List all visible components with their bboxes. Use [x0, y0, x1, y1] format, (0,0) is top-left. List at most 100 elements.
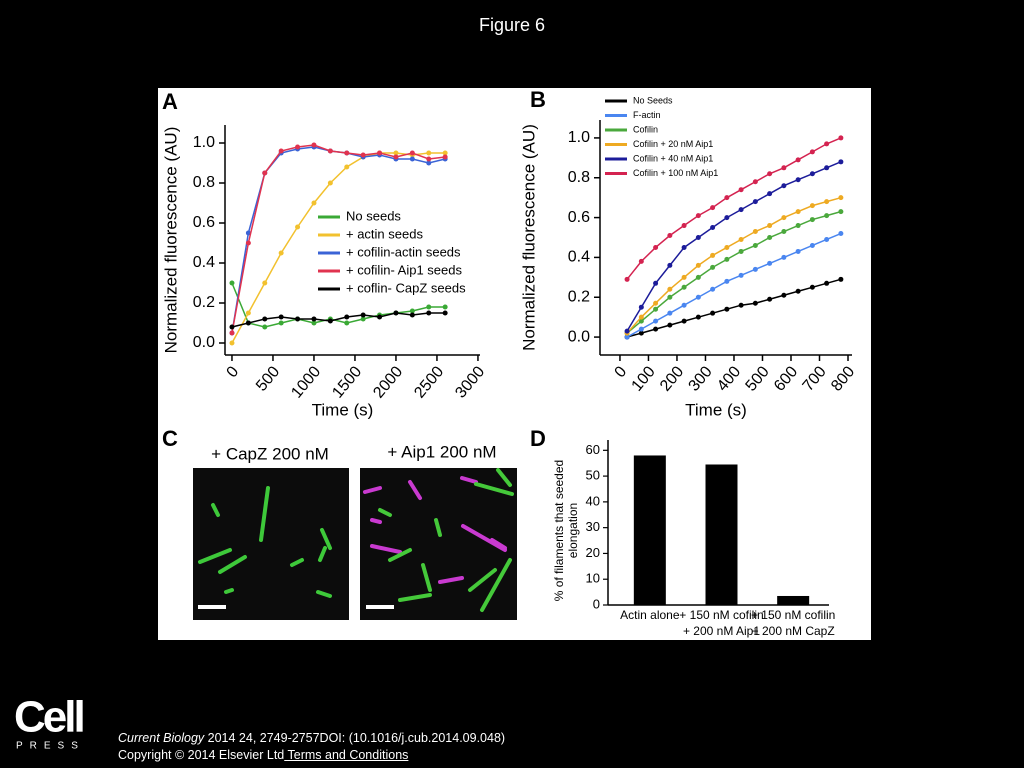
data-point: [710, 310, 716, 316]
x-tick-label: + 150 nM cofilin: [679, 608, 763, 622]
y-tick-label: 0.2: [193, 294, 215, 311]
series-line: [626, 161, 842, 332]
micrograph: [360, 468, 517, 620]
data-point: [653, 280, 659, 286]
journal: Current Biology: [118, 731, 205, 745]
data-point: [667, 322, 673, 328]
data-point: [426, 156, 432, 162]
x-axis-label: Time (s): [685, 400, 747, 419]
data-point: [377, 314, 383, 320]
data-point: [409, 308, 415, 314]
data-point: [767, 260, 773, 266]
data-point: [278, 314, 284, 320]
data-point: [681, 244, 687, 250]
data-point: [738, 248, 744, 254]
y-tick-label: 60: [586, 442, 600, 457]
data-point: [377, 150, 383, 156]
data-point: [695, 213, 701, 219]
legend-label: No seeds: [346, 208, 401, 223]
data-point: [245, 240, 251, 246]
data-point: [667, 294, 673, 300]
data-point: [409, 156, 415, 162]
data-point: [795, 288, 801, 294]
data-point: [838, 159, 844, 165]
y-tick-label: 0.6: [568, 209, 590, 226]
data-point: [653, 318, 659, 324]
data-point: [311, 200, 317, 206]
data-point: [681, 318, 687, 324]
data-point: [809, 203, 815, 209]
data-point: [653, 326, 659, 332]
data-point: [311, 142, 317, 148]
reference: 2014 24, 2749-2757DOI: (10.1016/j.cub.20…: [204, 731, 506, 745]
citation: Current Biology 2014 24, 2749-2757DOI: (…: [118, 731, 505, 745]
data-point: [295, 224, 301, 230]
data-point: [738, 187, 744, 193]
data-point: [795, 223, 801, 229]
data-point: [681, 274, 687, 280]
data-point: [781, 215, 787, 221]
data-point: [738, 302, 744, 308]
data-point: [262, 170, 268, 176]
data-point: [638, 314, 644, 320]
series-line: [231, 144, 446, 334]
data-point: [695, 235, 701, 240]
series-line: [626, 210, 842, 334]
y-tick-label: 0.6: [193, 214, 215, 231]
data-point: [638, 318, 644, 324]
data-point: [838, 209, 844, 215]
data-point: [767, 223, 773, 229]
data-point: [442, 154, 448, 160]
data-point: [426, 310, 432, 316]
data-point: [278, 250, 284, 256]
data-point: [262, 316, 268, 322]
y-tick-label: 50: [586, 468, 600, 483]
data-point: [838, 276, 844, 282]
image-label: + CapZ 200 nM: [211, 444, 329, 463]
series-line: [231, 152, 446, 344]
data-point: [229, 280, 235, 286]
data-point: [781, 165, 787, 171]
micrograph: [193, 468, 349, 620]
data-point: [767, 191, 773, 197]
data-point: [344, 150, 350, 156]
bar: [633, 455, 666, 605]
data-point: [344, 320, 350, 326]
legend-label: Cofilin + 40 nM Aip1: [633, 153, 713, 163]
y-tick-label: 30: [586, 519, 600, 534]
x-tick-label: Actin alone: [620, 608, 680, 622]
data-point: [327, 180, 333, 186]
bar: [705, 464, 738, 605]
data-point: [624, 328, 630, 334]
data-point: [724, 215, 730, 221]
data-point: [442, 310, 448, 316]
y-tick-label: 0.0: [193, 334, 215, 351]
data-point: [752, 266, 758, 272]
data-point: [638, 304, 644, 310]
panel-label: C: [162, 426, 178, 451]
data-point: [344, 314, 350, 320]
data-point: [262, 324, 268, 330]
data-point: [442, 150, 448, 156]
x-tick-label: + 150 nM cofilin: [751, 608, 835, 622]
terms-link[interactable]: Terms and Conditions: [284, 748, 409, 762]
y-tick-label: 0.2: [568, 288, 590, 305]
logo-sub: PRESS: [16, 741, 85, 752]
data-point: [245, 230, 251, 236]
data-point: [695, 262, 701, 268]
data-point: [667, 233, 673, 239]
data-point: [781, 183, 787, 189]
y-tick-label: 0.0: [568, 328, 590, 345]
legend-label: Cofilin: [633, 124, 658, 134]
data-point: [360, 312, 366, 318]
data-point: [311, 320, 317, 326]
panel-label: B: [530, 87, 546, 112]
data-point: [738, 272, 744, 278]
data-point: [681, 223, 687, 229]
data-point: [295, 316, 301, 322]
y-tick-label: 0.8: [193, 174, 215, 191]
legend-label: F-actin: [633, 110, 661, 120]
data-point: [710, 264, 716, 270]
